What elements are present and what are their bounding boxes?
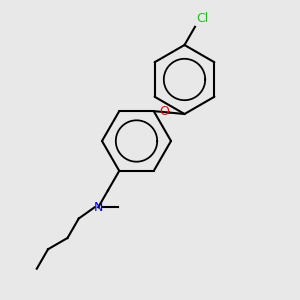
- Text: Cl: Cl: [196, 12, 209, 25]
- Text: N: N: [94, 201, 103, 214]
- Text: O: O: [159, 105, 169, 118]
